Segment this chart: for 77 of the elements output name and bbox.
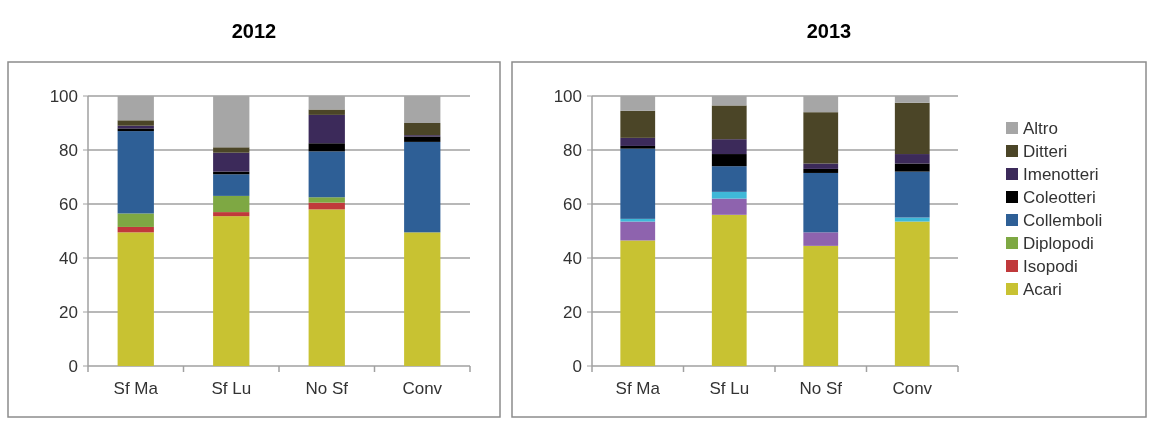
bar [711, 105, 747, 140]
bar [404, 141, 441, 233]
bar [308, 143, 345, 152]
bar [620, 240, 656, 366]
y-tick-label: 60 [59, 194, 78, 214]
legend-label: Ditteri [1023, 141, 1068, 161]
bar [404, 136, 441, 142]
bar [894, 217, 930, 222]
x-tick-label: Sf Ma [615, 379, 661, 398]
bar [117, 226, 154, 233]
bar [803, 172, 839, 233]
bar [620, 221, 656, 241]
bar [404, 123, 441, 136]
y-tick-label: 100 [49, 86, 78, 106]
x-tick-label: Conv [892, 379, 933, 398]
y-tick-label: 80 [563, 140, 582, 160]
x-tick-label: Sf Ma [113, 379, 159, 398]
bar [620, 148, 656, 219]
bar [894, 221, 930, 366]
y-tick-label: 60 [563, 194, 582, 214]
bar [894, 154, 930, 164]
bar [620, 145, 656, 149]
bar [308, 114, 345, 144]
legend-label: Altro [1023, 118, 1058, 138]
chart-title: 2013 [806, 20, 852, 42]
bar [711, 214, 747, 366]
bar [213, 147, 250, 153]
legend-label: Acari [1023, 279, 1062, 299]
bar [711, 198, 747, 215]
bar [308, 151, 345, 198]
y-tick-label: 20 [563, 302, 582, 322]
bar [404, 232, 441, 366]
x-tick-label: No Sf [305, 379, 349, 398]
bar [213, 216, 250, 366]
legend-label: Imenotteri [1023, 164, 1099, 184]
y-tick-label: 0 [68, 356, 78, 376]
y-tick-label: 0 [572, 356, 582, 376]
bar [711, 166, 747, 192]
y-tick-label: 100 [553, 86, 582, 106]
bar [308, 209, 345, 366]
bar [894, 102, 930, 155]
legend-label: Isopodi [1023, 256, 1078, 276]
bar [711, 154, 747, 167]
bar [213, 174, 250, 196]
x-tick-label: Conv [402, 379, 443, 398]
bar [213, 195, 250, 213]
chart-title: 2012 [231, 20, 277, 42]
bar [117, 213, 154, 227]
bar [803, 245, 839, 366]
legend-label: Coleotteri [1023, 187, 1096, 207]
x-tick-label: No Sf [799, 379, 843, 398]
bar [711, 191, 747, 199]
bar [213, 152, 250, 172]
x-tick-label: Sf Lu [211, 379, 252, 398]
bar [803, 163, 839, 169]
bar [711, 139, 747, 155]
bar [620, 137, 656, 146]
bar [308, 197, 345, 203]
bar [117, 232, 154, 366]
bar [803, 168, 839, 173]
bar [117, 131, 154, 214]
y-tick-label: 20 [59, 302, 78, 322]
y-tick-label: 40 [59, 248, 78, 268]
bar [117, 120, 154, 126]
legend-label: Diplopodi [1023, 233, 1094, 253]
bar [894, 171, 930, 218]
legend-label: Collemboli [1023, 210, 1103, 230]
bar [308, 109, 345, 115]
y-tick-label: 40 [563, 248, 582, 268]
x-tick-label: Sf Lu [709, 379, 750, 398]
bar [803, 112, 839, 164]
bar [894, 163, 930, 172]
bar [213, 212, 250, 217]
bar [803, 232, 839, 246]
bar [620, 110, 656, 138]
y-tick-label: 80 [59, 140, 78, 160]
bar [620, 218, 656, 222]
